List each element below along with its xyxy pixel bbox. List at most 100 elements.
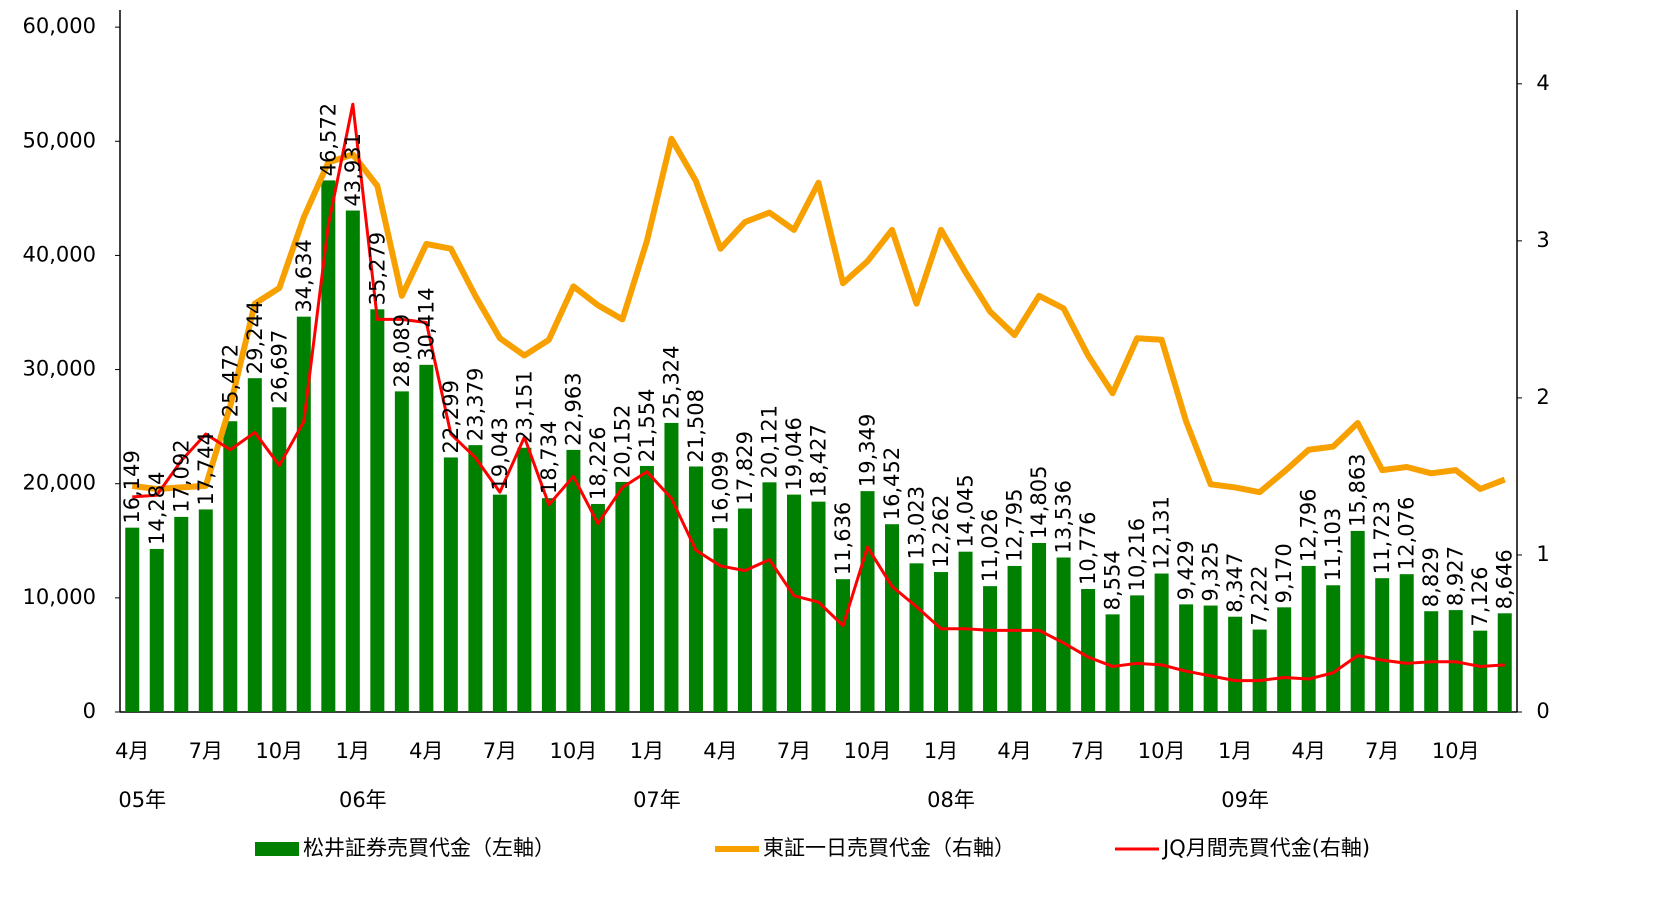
data-label: 18,226: [586, 426, 610, 499]
bar: [1301, 565, 1316, 712]
data-label: 21,554: [635, 388, 659, 461]
bar: [1032, 543, 1047, 712]
bar: [1350, 530, 1365, 712]
data-label: 14,284: [145, 471, 169, 544]
bar: [247, 378, 262, 712]
data-label: 29,244: [243, 301, 267, 374]
bar: [198, 509, 213, 712]
data-label: 9,170: [1272, 543, 1296, 603]
data-label: 30,414: [414, 287, 438, 360]
y2-tick-label: 0: [1536, 699, 1549, 723]
year-label: 09年: [1221, 788, 1269, 812]
bar: [860, 491, 875, 712]
data-label: 8,646: [1493, 549, 1517, 609]
data-label: 15,863: [1346, 453, 1370, 526]
data-label: 16,099: [708, 451, 732, 524]
data-label: 19,349: [856, 414, 880, 487]
data-label: 19,046: [782, 417, 806, 490]
data-label: 18,427: [807, 424, 831, 497]
bar: [1105, 614, 1120, 712]
year-label: 05年: [118, 788, 166, 812]
year-label: 06年: [339, 788, 387, 812]
y2-tick-label: 4: [1536, 71, 1549, 95]
bar: [345, 210, 360, 712]
bar: [811, 501, 826, 712]
x-tick-label: 4月: [703, 739, 737, 763]
data-label: 12,795: [1003, 488, 1027, 561]
bar: [223, 421, 238, 712]
bar: [1081, 588, 1096, 712]
bar: [1375, 578, 1390, 712]
x-tick-label: 7月: [189, 739, 223, 763]
data-label: 34,634: [292, 239, 316, 312]
bar: [370, 309, 385, 712]
x-tick-label: 1月: [924, 739, 958, 763]
bar: [1252, 629, 1267, 712]
data-label: 17,744: [194, 432, 218, 505]
x-tick-label: 7月: [1071, 739, 1105, 763]
bar: [983, 586, 998, 712]
bar: [590, 503, 605, 712]
data-label: 23,379: [463, 368, 487, 441]
data-label: 9,325: [1199, 541, 1223, 601]
data-label: 7,222: [1248, 565, 1272, 625]
bar: [958, 551, 973, 712]
bar: [394, 391, 409, 712]
x-tick-label: 10月: [844, 739, 892, 763]
y-tick-label: 60,000: [23, 14, 96, 38]
data-label: 14,805: [1027, 466, 1051, 539]
data-label: 16,452: [880, 447, 904, 520]
data-label: 19,043: [488, 417, 512, 490]
legend-label: 東証一日売買代金（右軸）: [763, 836, 1015, 860]
x-tick-label: 4月: [409, 739, 443, 763]
data-label: 16,149: [120, 450, 144, 523]
data-label: 43,931: [341, 133, 365, 206]
data-label: 12,796: [1297, 488, 1321, 561]
data-label: 12,131: [1150, 496, 1174, 569]
data-label: 8,927: [1444, 546, 1468, 606]
bar: [737, 508, 752, 712]
data-label: 11,636: [831, 502, 855, 575]
bar: [836, 579, 851, 712]
y-tick-label: 10,000: [23, 585, 96, 609]
x-tick-label: 10月: [550, 739, 598, 763]
data-label: 7,126: [1468, 567, 1492, 627]
data-label: 25,324: [659, 345, 683, 418]
y-tick-label: 30,000: [23, 357, 96, 381]
bar: [517, 447, 532, 712]
bar: [1228, 616, 1243, 712]
data-label: 10,216: [1125, 518, 1149, 591]
data-label: 20,152: [610, 404, 634, 477]
x-tick-label: 7月: [483, 739, 517, 763]
data-label: 9,429: [1174, 540, 1198, 600]
data-label: 11,103: [1321, 508, 1345, 581]
x-tick-label: 4月: [115, 739, 149, 763]
x-tick-label: 4月: [1291, 739, 1325, 763]
bar: [492, 494, 507, 712]
bar: [125, 527, 140, 712]
bar: [174, 516, 189, 712]
y-tick-label: 20,000: [23, 471, 96, 495]
bar: [443, 457, 458, 712]
bar: [541, 498, 556, 712]
data-label: 22,299: [439, 380, 463, 453]
data-label: 14,045: [954, 474, 978, 547]
data-label: 46,572: [316, 103, 340, 176]
data-label: 8,347: [1223, 553, 1247, 613]
bar: [1007, 565, 1022, 712]
year-label: 07年: [633, 788, 681, 812]
y-tick-label: 0: [83, 699, 96, 723]
bar: [1277, 607, 1292, 712]
data-label: 12,076: [1395, 497, 1419, 570]
y2-tick-label: 3: [1536, 228, 1549, 252]
bar: [664, 422, 679, 712]
data-label: 25,472: [218, 344, 242, 417]
bar: [1497, 613, 1512, 712]
data-label: 11,723: [1370, 501, 1394, 574]
data-label: 11,026: [978, 509, 1002, 582]
x-tick-label: 10月: [1138, 739, 1186, 763]
x-tick-label: 7月: [777, 739, 811, 763]
line: [132, 102, 1505, 683]
x-tick-label: 1月: [336, 739, 370, 763]
